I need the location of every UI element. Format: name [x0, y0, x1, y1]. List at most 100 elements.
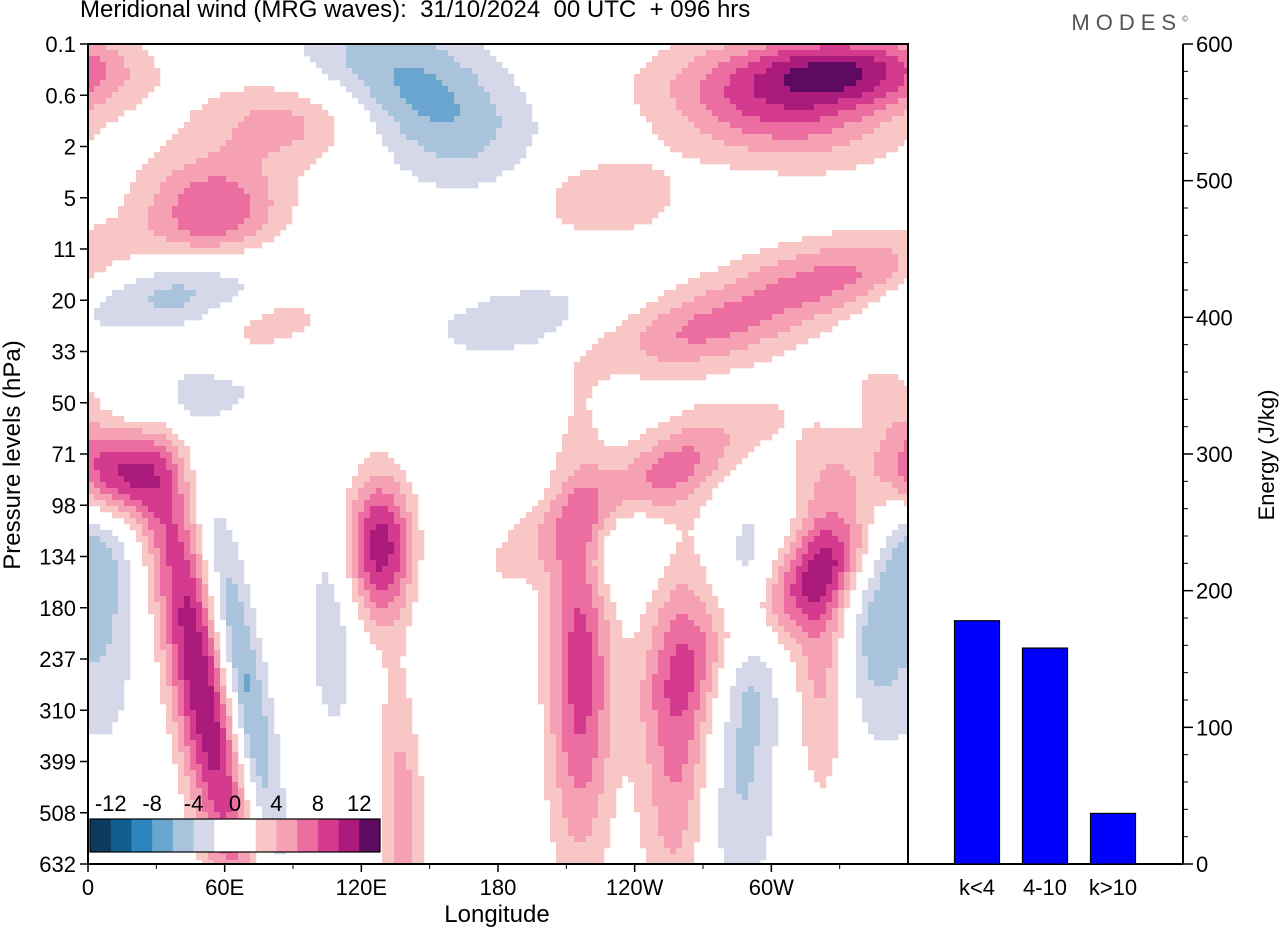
heatmap-cell — [700, 410, 707, 417]
heatmap-cell — [832, 278, 839, 285]
heatmap-cell — [766, 434, 773, 441]
heatmap-cell — [124, 458, 131, 465]
heatmap-cell — [88, 464, 95, 471]
heatmap-cell — [700, 98, 707, 105]
heatmap-cell — [712, 422, 719, 429]
heatmap-cell — [598, 206, 605, 213]
heatmap-cell — [634, 182, 641, 189]
heatmap-cell — [310, 116, 317, 123]
heatmap-cell — [358, 86, 365, 93]
heatmap-cell — [100, 230, 107, 237]
heatmap-cell — [718, 458, 725, 465]
heatmap-cell — [424, 140, 431, 147]
heatmap-cell — [802, 488, 809, 495]
heatmap-cell — [364, 488, 371, 495]
heatmap-cell — [736, 134, 743, 141]
heatmap-cell — [130, 494, 137, 501]
heatmap-cell — [664, 200, 671, 207]
heatmap-cell — [622, 488, 629, 495]
heatmap-cell — [850, 464, 857, 471]
heatmap-cell — [892, 416, 899, 423]
heatmap-cell — [118, 500, 125, 507]
heatmap-cell — [406, 164, 413, 171]
heatmap-cell — [748, 134, 755, 141]
heatmap-cell — [436, 152, 443, 159]
heatmap-cell — [460, 104, 467, 111]
heatmap-cell — [220, 398, 227, 405]
heatmap-cell — [682, 296, 689, 303]
heatmap-cell — [760, 80, 767, 87]
heatmap-cell — [568, 488, 575, 495]
heatmap-cell — [700, 332, 707, 339]
heatmap-cell — [742, 308, 749, 315]
heatmap-cell — [388, 458, 395, 465]
heatmap-cell — [172, 434, 179, 441]
heatmap-cell — [94, 464, 101, 471]
heatmap-cell — [832, 446, 839, 453]
heatmap-cell — [124, 218, 131, 225]
heatmap-cell — [748, 272, 755, 279]
heatmap-cell — [598, 224, 605, 231]
heatmap-cell — [652, 428, 659, 435]
heatmap-cell — [610, 470, 617, 477]
heatmap-cell — [796, 284, 803, 291]
heatmap-cell — [496, 152, 503, 159]
heatmap-cell — [664, 116, 671, 123]
heatmap-cell — [406, 98, 413, 105]
heatmap-cell — [754, 320, 761, 327]
heatmap-cell — [604, 194, 611, 201]
heatmap-cell — [850, 98, 857, 105]
heatmap-cell — [520, 122, 527, 129]
heatmap-cell — [184, 476, 191, 483]
heatmap-cell — [346, 500, 353, 507]
heatmap-cell — [898, 440, 905, 447]
heatmap-cell — [400, 500, 407, 507]
heatmap-cell — [808, 140, 815, 147]
heatmap-cell — [562, 194, 569, 201]
heatmap-cell — [892, 404, 899, 411]
heatmap-cell — [256, 194, 263, 201]
heatmap-cell — [790, 92, 797, 99]
heatmap-cell — [718, 278, 725, 285]
heatmap-cell — [94, 404, 101, 411]
heatmap-cell — [160, 500, 167, 507]
heatmap-cell — [880, 416, 887, 423]
heatmap-cell — [112, 476, 119, 483]
heatmap-cell — [886, 62, 893, 69]
heatmap-cell — [94, 476, 101, 483]
heatmap-cell — [730, 140, 737, 147]
heatmap-cell — [112, 500, 119, 507]
heatmap-cell — [310, 134, 317, 141]
heatmap-cell — [670, 350, 677, 357]
heatmap-cell — [868, 266, 875, 273]
heatmap-cell — [628, 494, 635, 501]
heatmap-cell — [880, 398, 887, 405]
heatmap-cell — [652, 326, 659, 333]
heatmap-cell — [850, 482, 857, 489]
heatmap-cell — [730, 422, 737, 429]
heatmap-cell — [700, 494, 707, 501]
heatmap-cell — [820, 122, 827, 129]
heatmap-cell — [742, 98, 749, 105]
heatmap-cell — [886, 116, 893, 123]
heatmap-cell — [700, 278, 707, 285]
heatmap-cell — [862, 422, 869, 429]
heatmap-cell — [142, 446, 149, 453]
heatmap-cell — [106, 248, 113, 255]
heatmap-cell — [88, 62, 95, 69]
heatmap-cell — [244, 242, 251, 249]
heatmap-cell — [214, 404, 221, 411]
heatmap-cell — [532, 290, 539, 297]
heatmap-cell — [778, 254, 785, 261]
heatmap-cell — [142, 302, 149, 309]
heatmap-cell — [526, 290, 533, 297]
heatmap-cell — [670, 440, 677, 447]
heatmap-cell — [526, 518, 533, 525]
heatmap-cell — [268, 158, 275, 165]
heatmap-cell — [730, 98, 737, 105]
heatmap-cell — [184, 248, 191, 255]
heatmap-cell — [166, 320, 173, 327]
heatmap-cell — [796, 170, 803, 177]
heatmap-cell — [256, 206, 263, 213]
heatmap-cell — [814, 464, 821, 471]
